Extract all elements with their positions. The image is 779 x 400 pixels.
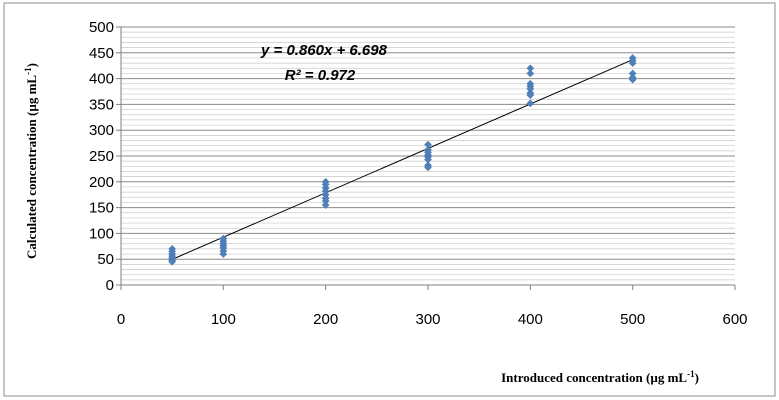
data-point [168, 257, 177, 266]
y-tick-label: 0 [106, 277, 114, 294]
data-point [219, 250, 228, 258]
chart-frame [3, 2, 776, 397]
x-tick-label: 200 [313, 311, 338, 328]
data-point [321, 201, 330, 209]
trendline [171, 59, 633, 260]
data-point [628, 75, 637, 84]
x-tick-labels: 0 100 200 300 400 500 600 [117, 311, 748, 328]
y-axis-title: Calculated concentration (µg mL-1) [23, 63, 39, 259]
x-axis-title: Introduced concentration (µg mL-1) [501, 369, 699, 385]
trendline-group [171, 59, 633, 260]
trendline-equation: y = 0.860x + 6.698 [260, 42, 388, 59]
x-tick-label: 300 [415, 311, 440, 328]
y-tick-label: 400 [89, 71, 114, 88]
data-point [526, 99, 535, 108]
x-tick-label: 100 [211, 311, 236, 328]
y-tick-label: 350 [89, 96, 114, 113]
y-tick-label: 250 [89, 148, 114, 165]
x-tick-label: 600 [722, 311, 747, 328]
data-point [424, 163, 432, 172]
axes [116, 26, 736, 290]
grid-lines [121, 26, 735, 281]
x-tick-label: 0 [117, 311, 125, 328]
y-tick-label: 500 [89, 19, 114, 36]
data-point [628, 59, 637, 68]
y-tick-label: 150 [89, 200, 114, 217]
x-tick-label: 500 [620, 311, 645, 328]
data-point [526, 91, 535, 99]
y-tick-labels: 0 50 100 150 200 250 300 350 400 450 500 [89, 19, 114, 294]
y-tick-label: 200 [89, 174, 114, 191]
r-squared-label: R² = 0.972 [285, 67, 356, 84]
y-tick-label: 450 [89, 45, 114, 62]
x-tick-label: 400 [518, 311, 543, 328]
y-tick-label: 50 [97, 251, 114, 268]
data-point [526, 69, 535, 78]
y-tick-label: 300 [89, 122, 114, 139]
data-points [168, 54, 637, 266]
y-tick-label: 100 [89, 225, 114, 242]
